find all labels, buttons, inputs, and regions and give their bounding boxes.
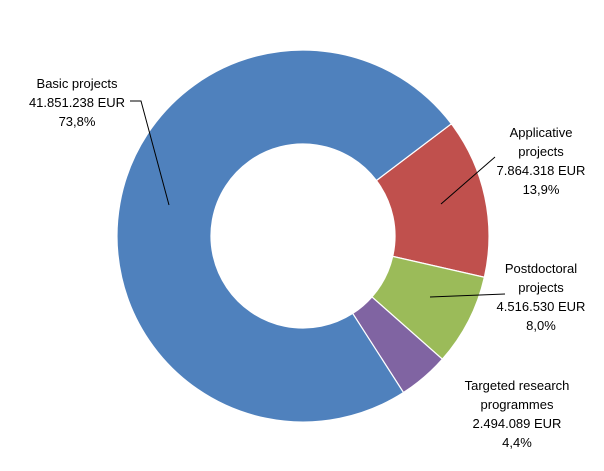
data-label-1-line-3: 8,0% [526, 318, 556, 333]
data-labels-group: Applicative projects 7.864.318 EUR 13,9% Pos… [29, 76, 586, 450]
data-label-1: Postdoctoral projects 4.516.530 EUR 8,0% [497, 261, 586, 333]
data-label-2-line-1: programmes [481, 397, 554, 412]
data-label-0-line-3: 13,9% [523, 182, 560, 197]
data-label-1-line-1: projects [518, 280, 564, 295]
data-label-3-line-0: Basic projects [37, 76, 118, 91]
slice-3 [116, 49, 453, 423]
leader-line-0 [440, 156, 496, 205]
data-label-0-line-1: projects [518, 144, 564, 159]
data-label-3-line-2: 73,8% [59, 114, 96, 129]
data-label-0: Applicative projects 7.864.318 EUR 13,9% [497, 125, 586, 197]
slices-group [116, 49, 490, 423]
data-label-1-line-0: Postdoctoral [505, 261, 577, 276]
data-label-3-line-1: 41.851.238 EUR [29, 95, 125, 110]
data-label-0-line-0: Applicative [510, 125, 573, 140]
data-label-2-line-2: 2.494.089 EUR [473, 416, 562, 431]
data-label-1-line-2: 4.516.530 EUR [497, 299, 586, 314]
leader-line-1 [429, 293, 506, 298]
data-label-2: Targeted research programmes 2.494.089 EUR… [465, 378, 570, 450]
data-label-0-line-2: 7.864.318 EUR [497, 163, 586, 178]
data-label-2-line-3: 4,4% [502, 435, 532, 450]
leader-line-3 [130, 100, 170, 206]
data-label-2-line-0: Targeted research [465, 378, 570, 393]
leader-lines-group [130, 100, 506, 298]
data-label-3: Basic projects 41.851.238 EUR 73,8% [29, 76, 125, 129]
